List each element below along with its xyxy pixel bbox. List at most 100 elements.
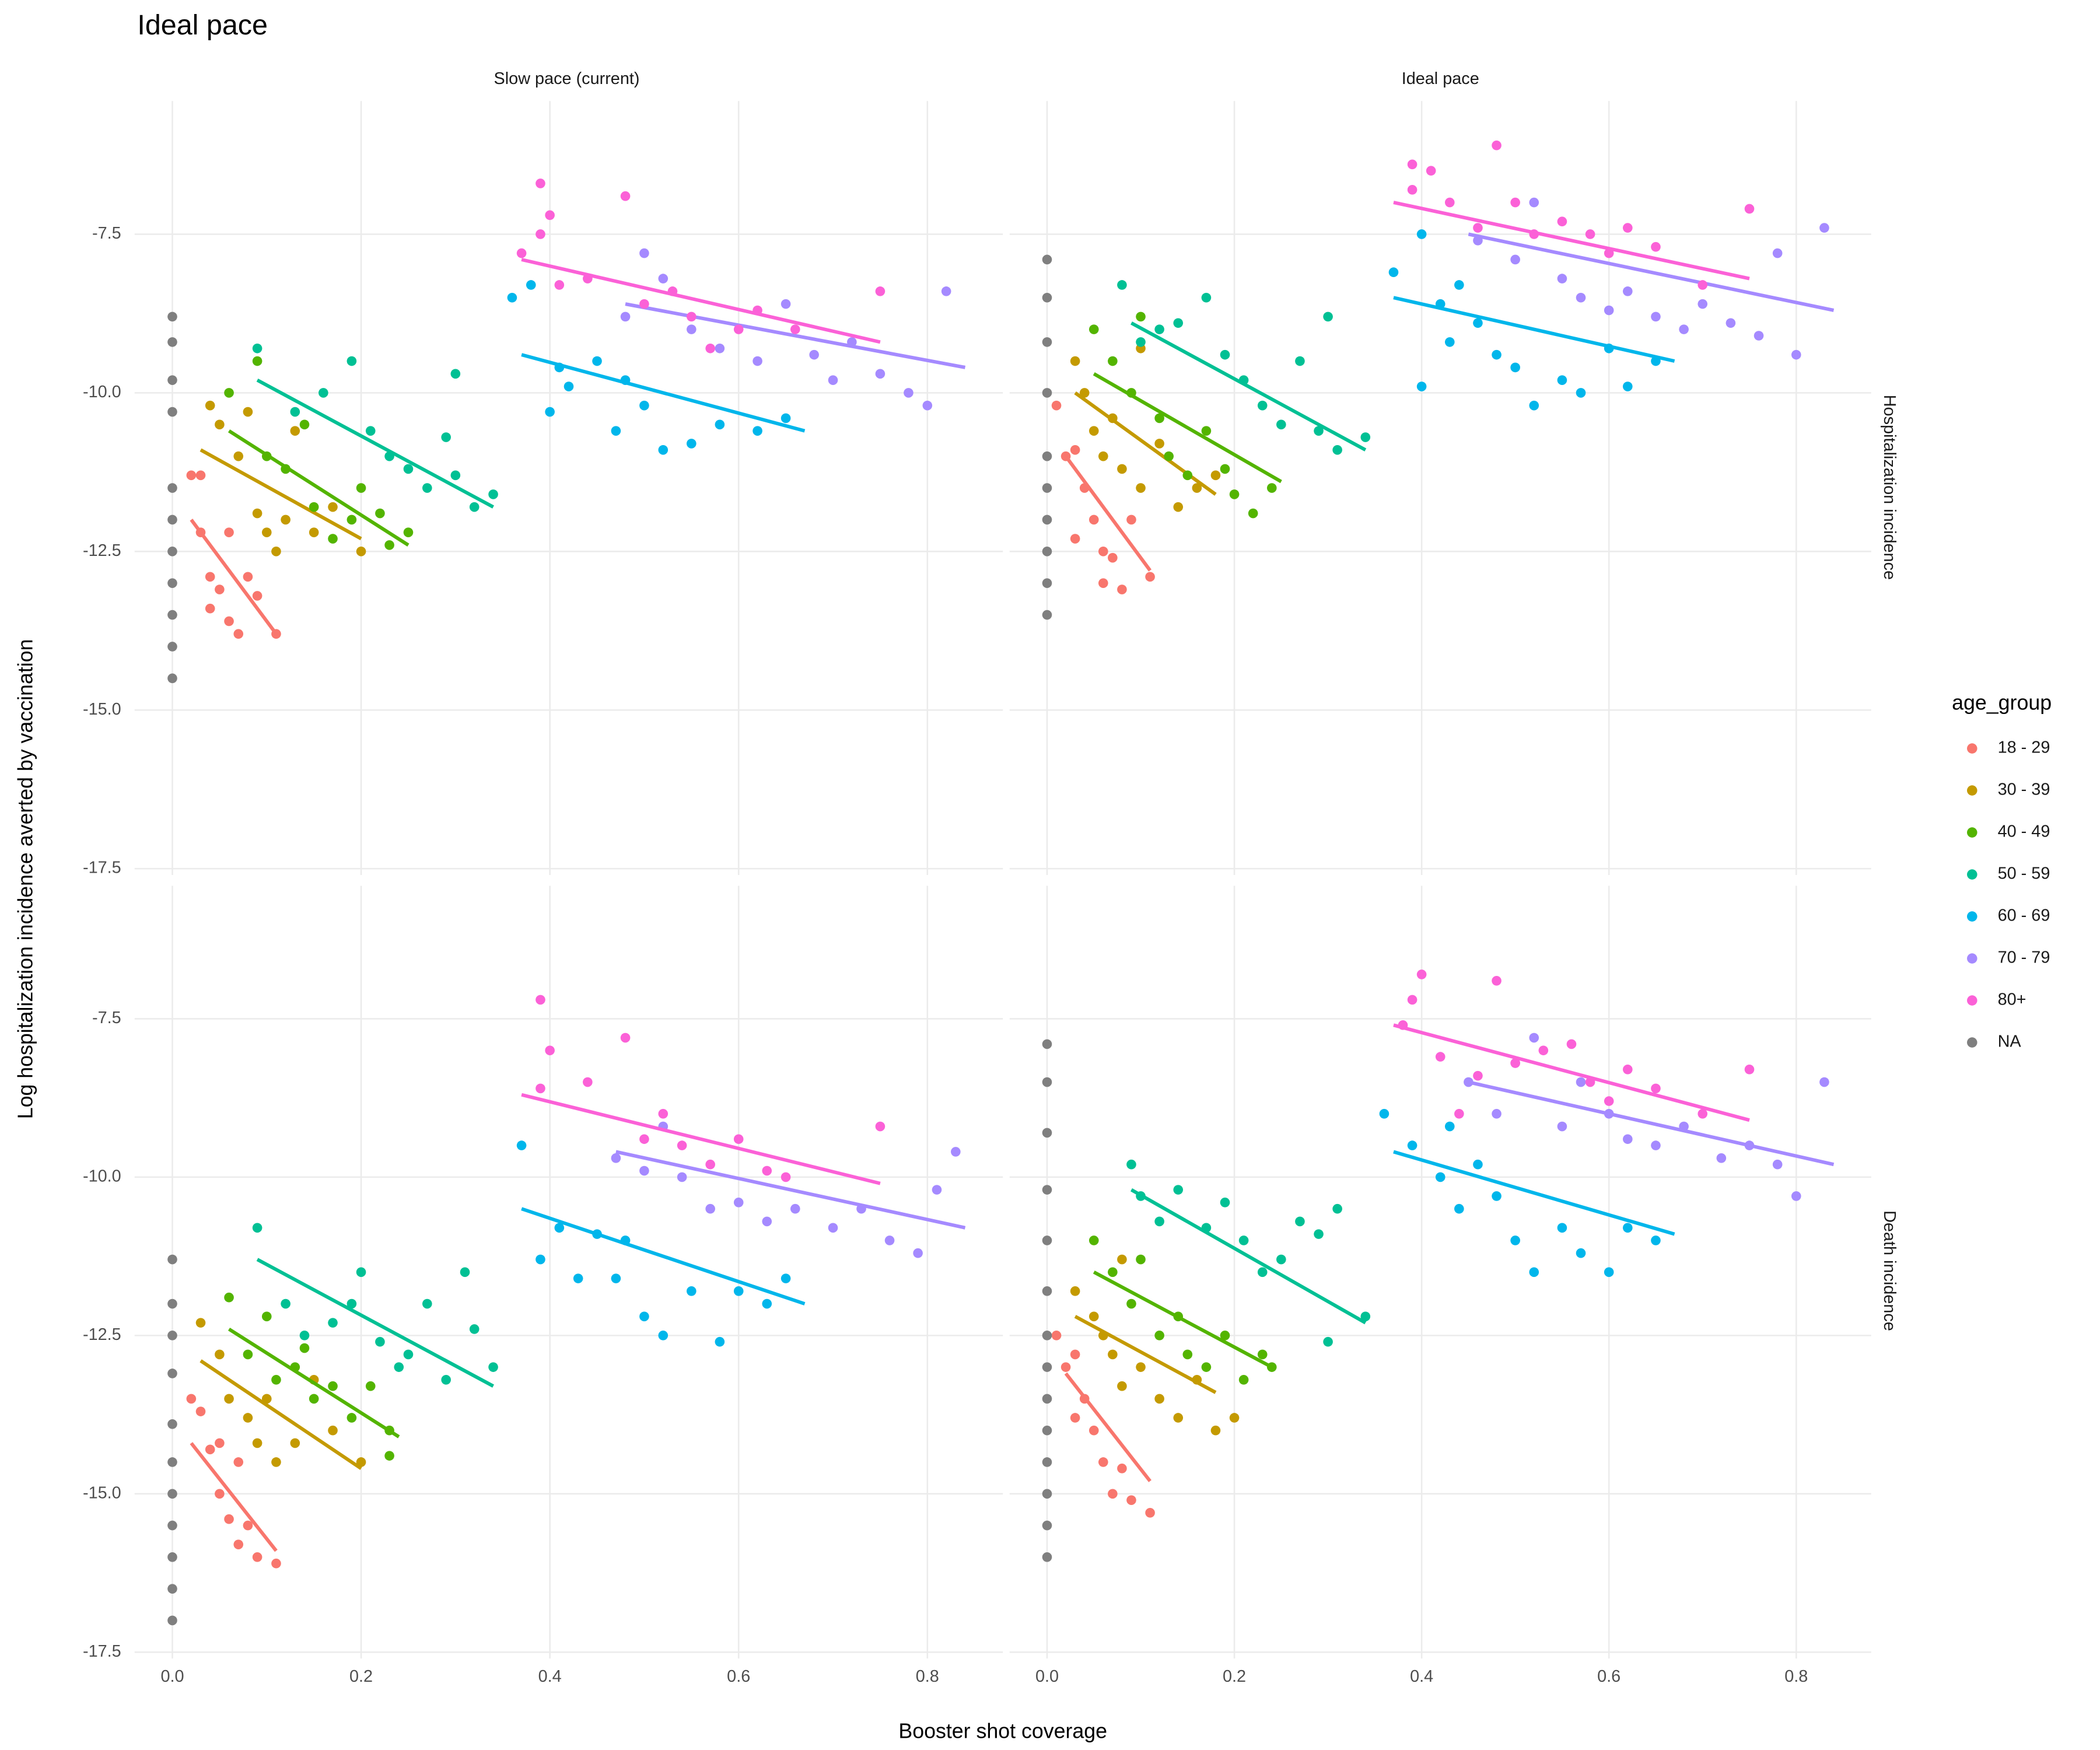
point xyxy=(1182,470,1193,481)
legend-label: 60 - 69 xyxy=(1998,907,2050,925)
point xyxy=(1407,995,1418,1005)
point xyxy=(1042,1489,1052,1499)
point xyxy=(1201,292,1212,303)
point xyxy=(1070,534,1080,544)
point xyxy=(167,610,177,620)
point xyxy=(488,1362,498,1372)
point xyxy=(658,1331,668,1340)
point xyxy=(1454,1203,1464,1214)
panel xyxy=(1009,101,1871,875)
point xyxy=(733,1134,744,1144)
point xyxy=(1117,1464,1127,1474)
legend-label: 80+ xyxy=(1998,991,2027,1009)
point xyxy=(167,1419,177,1429)
point xyxy=(1136,1254,1146,1265)
point xyxy=(932,1185,942,1195)
point xyxy=(1192,483,1202,493)
point xyxy=(261,1394,272,1404)
point xyxy=(271,1375,281,1385)
y-tick-label: -15.0 xyxy=(83,1483,121,1502)
point xyxy=(1566,1039,1577,1049)
point xyxy=(1220,1331,1230,1340)
point xyxy=(620,1032,631,1043)
point xyxy=(1257,1267,1268,1278)
trend-line xyxy=(190,1442,278,1552)
point xyxy=(167,1615,177,1626)
point xyxy=(536,229,545,239)
x-tick-label: 0.2 xyxy=(1223,1667,1246,1686)
point xyxy=(1444,337,1455,347)
point xyxy=(526,280,536,290)
point xyxy=(346,514,357,525)
legend-label: 18 - 29 xyxy=(1998,738,2050,757)
point xyxy=(252,508,262,519)
y-axis-title: Log hospitalization incidence averted by… xyxy=(14,639,37,1119)
legend-key xyxy=(1967,995,1978,1006)
trend-line xyxy=(228,1327,400,1438)
point xyxy=(1126,1298,1136,1309)
point xyxy=(460,1267,470,1278)
panel xyxy=(134,101,1003,875)
legend-label: 70 - 79 xyxy=(1998,949,2050,967)
point xyxy=(1407,185,1418,195)
point xyxy=(1314,1229,1324,1239)
point xyxy=(1444,197,1455,208)
point xyxy=(215,1438,225,1448)
point xyxy=(299,419,310,430)
legend-key xyxy=(1967,827,1978,838)
point xyxy=(403,527,414,537)
point xyxy=(224,527,234,537)
point xyxy=(299,1343,310,1353)
point xyxy=(733,1286,744,1296)
point xyxy=(1229,1413,1240,1423)
point xyxy=(261,527,272,537)
x-tick-label: 0.2 xyxy=(349,1667,373,1686)
point xyxy=(1473,1070,1483,1081)
point xyxy=(224,1292,234,1303)
point xyxy=(215,1349,225,1360)
point xyxy=(167,546,177,556)
point xyxy=(780,413,791,424)
point xyxy=(620,191,631,201)
point xyxy=(281,514,290,525)
point xyxy=(233,1457,244,1467)
point xyxy=(1042,1128,1052,1138)
point xyxy=(1051,1331,1062,1340)
x-tick-label: 0.6 xyxy=(727,1667,750,1686)
legend-key xyxy=(1967,785,1978,796)
point xyxy=(875,369,886,379)
point xyxy=(384,540,394,550)
point xyxy=(592,356,602,366)
point xyxy=(545,1045,555,1056)
point xyxy=(507,292,517,303)
point xyxy=(1510,197,1520,208)
point xyxy=(1323,312,1333,322)
point xyxy=(243,572,253,582)
x-tick-label: 0.0 xyxy=(1035,1667,1059,1686)
point xyxy=(1042,578,1052,588)
point xyxy=(1744,1065,1755,1074)
point xyxy=(1088,1236,1099,1245)
point xyxy=(1529,197,1539,208)
point xyxy=(1698,1109,1708,1119)
point xyxy=(1098,546,1108,556)
trend-line xyxy=(625,302,966,369)
point xyxy=(233,451,244,461)
point xyxy=(639,400,649,411)
point xyxy=(1060,1362,1071,1372)
point xyxy=(167,1298,177,1309)
point xyxy=(1210,1425,1221,1436)
point xyxy=(205,1444,215,1455)
trend-line xyxy=(1393,201,1750,281)
point xyxy=(1238,1236,1249,1245)
trend-line xyxy=(1093,372,1282,484)
legend-label: 30 - 39 xyxy=(1998,780,2050,799)
point xyxy=(1088,1311,1099,1322)
point xyxy=(1557,1223,1567,1233)
point xyxy=(167,337,177,347)
trend-line xyxy=(1468,1080,1835,1167)
point xyxy=(195,470,206,481)
point xyxy=(1042,1520,1052,1531)
point xyxy=(1492,1109,1502,1119)
point xyxy=(1622,1134,1633,1144)
